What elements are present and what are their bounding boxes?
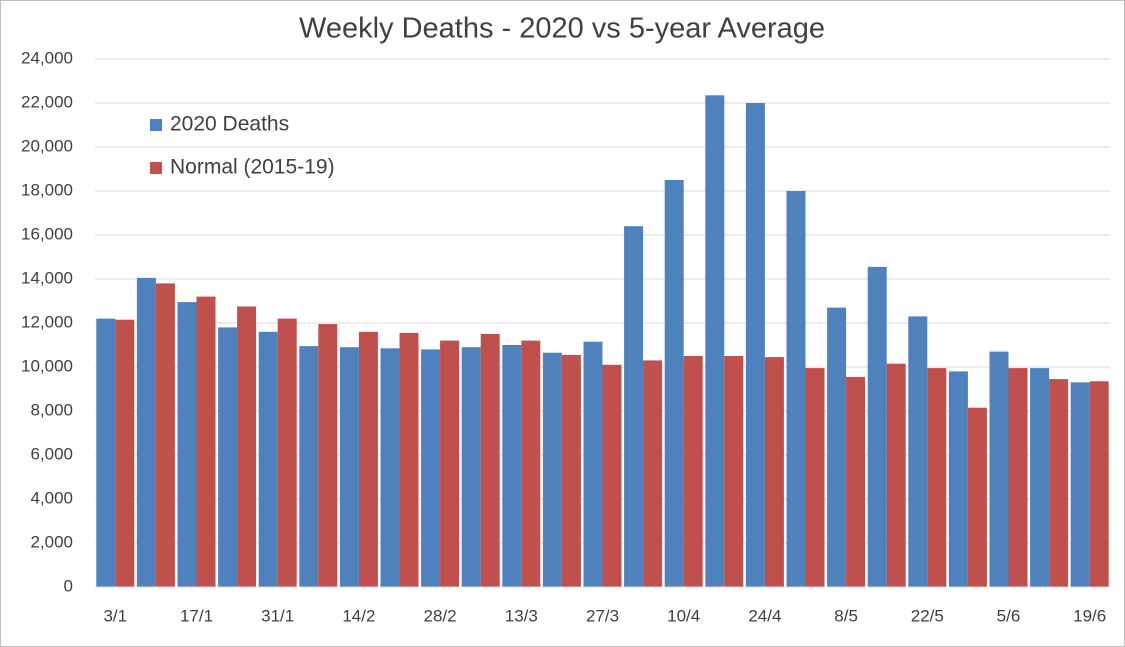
- bar: [521, 340, 541, 587]
- bar: [967, 407, 987, 587]
- bar: [927, 368, 947, 587]
- bar: [358, 331, 378, 587]
- bar: [1049, 379, 1069, 587]
- bar: [867, 266, 887, 587]
- bar: [602, 364, 622, 587]
- legend-label: 2020 Deaths: [170, 113, 289, 136]
- bar: [1008, 368, 1028, 587]
- bar: [1089, 381, 1109, 587]
- bar: [380, 348, 400, 587]
- bar: [908, 316, 928, 587]
- bar: [421, 349, 441, 587]
- bar: [948, 371, 968, 587]
- bar: [683, 356, 703, 587]
- bar: [96, 318, 116, 587]
- x-tick-label: 22/5: [911, 606, 944, 625]
- x-tick-label: 17/1: [180, 606, 213, 625]
- bar: [827, 307, 847, 587]
- x-tick-label: 19/6: [1073, 606, 1106, 625]
- y-tick-label: 0: [64, 576, 73, 595]
- y-tick-label: 14,000: [21, 268, 73, 287]
- legend-swatch: [150, 119, 162, 131]
- bar: [277, 318, 297, 587]
- x-tick-label: 28/2: [424, 606, 457, 625]
- bar: [502, 345, 522, 587]
- x-tick-label: 24/4: [748, 606, 781, 625]
- bar: [440, 340, 460, 587]
- bar: [299, 346, 319, 587]
- x-tick-label: 3/1: [103, 606, 127, 625]
- bar: [786, 191, 806, 587]
- y-tick-label: 20,000: [21, 136, 73, 155]
- bar: [461, 347, 481, 587]
- bar: [155, 283, 175, 587]
- bar: [480, 334, 500, 587]
- bar: [643, 360, 663, 587]
- y-tick-label: 22,000: [21, 92, 73, 111]
- y-tick-label: 2,000: [30, 532, 73, 551]
- y-tick-label: 18,000: [21, 180, 73, 199]
- bar: [339, 347, 359, 587]
- bar: [989, 351, 1009, 587]
- y-tick-label: 6,000: [30, 444, 73, 463]
- x-tick-label: 8/5: [834, 606, 858, 625]
- bar: [745, 103, 765, 587]
- y-tick-label: 16,000: [21, 224, 73, 243]
- x-tick-label: 5/6: [997, 606, 1021, 625]
- bar: [846, 376, 866, 587]
- bar: [561, 354, 581, 587]
- bar: [1070, 382, 1090, 587]
- x-tick-label: 13/3: [505, 606, 538, 625]
- y-tick-label: 24,000: [21, 48, 73, 67]
- bar: [886, 363, 906, 587]
- bar: [196, 296, 216, 587]
- bar: [664, 180, 684, 587]
- legend-swatch: [150, 162, 162, 174]
- bar: [1030, 368, 1050, 587]
- bar: [805, 368, 825, 587]
- bar: [724, 356, 744, 587]
- bar: [237, 306, 257, 587]
- y-tick-label: 4,000: [30, 488, 73, 507]
- bar: [583, 341, 603, 587]
- bar: [399, 332, 419, 587]
- bar: [136, 277, 156, 587]
- bar: [764, 357, 784, 587]
- bar: [177, 302, 197, 587]
- legend-label: Normal (2015-19): [170, 156, 335, 179]
- x-tick-label: 14/2: [342, 606, 375, 625]
- chart-title: Weekly Deaths - 2020 vs 5-year Average: [299, 13, 825, 45]
- x-tick-label: 31/1: [261, 606, 294, 625]
- bar: [115, 319, 135, 587]
- bar: [705, 95, 725, 588]
- y-tick-label: 12,000: [21, 312, 73, 331]
- bar: [624, 226, 644, 587]
- bar: [258, 331, 278, 587]
- y-tick-label: 10,000: [21, 356, 73, 375]
- bar: [542, 352, 562, 587]
- x-tick-label: 27/3: [586, 606, 619, 625]
- y-tick-label: 8,000: [30, 400, 73, 419]
- bar: [318, 324, 338, 587]
- bar: [218, 327, 238, 587]
- x-tick-label: 10/4: [667, 606, 700, 625]
